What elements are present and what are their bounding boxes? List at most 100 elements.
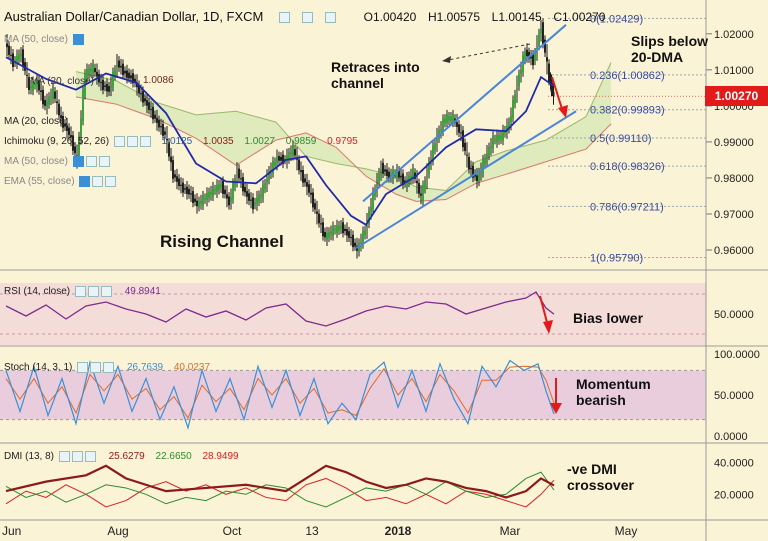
dmi-eye-icon[interactable] <box>58 451 70 462</box>
ichimoku-legend-label: Ichimoku (9, 26, 52, 26) <box>4 136 110 148</box>
stoch-close-icon[interactable] <box>103 362 115 373</box>
candle-body <box>160 126 162 128</box>
candle-body <box>492 135 494 149</box>
x-tick-label: 2018 <box>385 524 412 538</box>
ichimoku-value-2: 1.0035 <box>203 136 234 148</box>
ma50-settings-icon[interactable] <box>85 156 97 167</box>
ichimoku-value-3: 1.0027 <box>244 136 275 148</box>
ma50-legend-label: MA (50, close) <box>4 156 68 168</box>
candle-body <box>92 63 94 74</box>
candle-body <box>408 175 410 183</box>
ema55-settings-icon[interactable] <box>92 176 104 187</box>
dmi-tick-label: 20.0000 <box>714 489 754 501</box>
stoch-eye-icon[interactable] <box>77 362 89 373</box>
candle-body <box>266 179 268 183</box>
candle-body <box>444 118 446 123</box>
candle-body <box>480 171 482 173</box>
candle-body <box>518 73 520 87</box>
candle-body <box>60 115 62 119</box>
candle-body <box>402 173 404 185</box>
rsi-legend-label: RSI (14, close) <box>4 286 71 298</box>
candle-body <box>370 206 372 211</box>
candle-body <box>172 160 174 179</box>
ema55-eye-icon[interactable] <box>79 176 91 187</box>
candle-body <box>322 222 324 237</box>
candle-body <box>34 83 36 86</box>
candle-body <box>388 171 390 179</box>
ichimoku-close-icon[interactable] <box>139 136 151 147</box>
dmi-plus-value: 22.6650 <box>155 451 192 463</box>
candle-body <box>118 60 120 68</box>
stoch-settings-icon[interactable] <box>90 362 102 373</box>
ohlc-high: H1.00575 <box>427 10 481 24</box>
candle-body <box>162 124 164 136</box>
candle-body <box>90 68 92 72</box>
ichimoku-settings-icon[interactable] <box>126 136 138 147</box>
candle-body <box>170 156 172 163</box>
price-pane: 1.020001.010001.000000.990000.980000.970… <box>5 13 754 265</box>
dmi-settings-icon[interactable] <box>71 451 83 462</box>
candle-body <box>258 194 260 202</box>
header-eye-icon[interactable] <box>279 12 291 24</box>
price-tick-label: 0.96000 <box>714 245 754 257</box>
candle-body <box>136 82 138 88</box>
candle-body <box>478 172 480 182</box>
candle-body <box>548 63 550 82</box>
candle-body <box>510 116 512 122</box>
candle-body <box>32 80 34 91</box>
candle-body <box>254 202 256 205</box>
candle-body <box>534 52 536 61</box>
fib-label: 0.786(0.97211) <box>590 201 664 213</box>
candle-body <box>30 85 32 89</box>
candle-body <box>506 125 508 132</box>
x-tick-label: Mar <box>500 524 521 538</box>
candle-body <box>334 229 336 231</box>
candle-body <box>528 51 530 59</box>
sma20-legend-label: MA (20, close) <box>4 116 68 127</box>
candle-body <box>274 161 276 166</box>
candle-body <box>88 68 90 75</box>
candle-body <box>260 194 262 197</box>
candle-body <box>544 39 546 53</box>
ma-faint-eye-icon[interactable] <box>72 34 84 45</box>
annotation-rsi: Bias lower <box>573 310 644 326</box>
candle-body <box>458 124 460 133</box>
candle-body <box>226 194 228 199</box>
candle-body <box>110 85 112 88</box>
candle-body <box>542 22 544 44</box>
ohlc-low: L1.00145 <box>491 10 542 24</box>
candle-body <box>290 152 292 154</box>
header-close-icon[interactable] <box>325 12 337 24</box>
candle-body <box>298 159 300 171</box>
candle-body <box>54 91 56 99</box>
candle-body <box>460 132 462 134</box>
candle-body <box>350 237 352 239</box>
ema55-close-icon[interactable] <box>105 176 117 187</box>
dmi-close-icon[interactable] <box>84 451 96 462</box>
candle-body <box>424 180 426 190</box>
rsi-eye-icon[interactable] <box>74 286 86 297</box>
candle-body <box>52 87 54 100</box>
candle-body <box>326 233 328 240</box>
candle-body <box>28 77 30 91</box>
header-settings-icon[interactable] <box>302 12 314 24</box>
ichimoku-eye-icon[interactable] <box>113 136 125 147</box>
symbol-title: Australian Dollar/Canadian Dollar, 1D, F… <box>4 9 264 24</box>
ma50-eye-icon[interactable] <box>72 156 84 167</box>
candle-body <box>348 231 350 238</box>
candle-body <box>184 188 186 190</box>
rsi-close-icon[interactable] <box>100 286 112 297</box>
dmi-minus-line <box>5 477 555 508</box>
x-tick-label: 13 <box>305 524 319 538</box>
candle-body <box>108 86 110 92</box>
candle-body <box>342 222 344 234</box>
candle-body <box>306 182 308 187</box>
stoch-down-arrow-head <box>550 403 562 414</box>
ma50-close-icon[interactable] <box>98 156 110 167</box>
candle-body <box>280 156 282 161</box>
candle-body <box>224 189 226 195</box>
candle-body <box>180 184 182 186</box>
stoch-k-value: 26.7639 <box>126 362 164 374</box>
price-tick-label: 0.98000 <box>714 173 754 185</box>
rsi-settings-icon[interactable] <box>87 286 99 297</box>
